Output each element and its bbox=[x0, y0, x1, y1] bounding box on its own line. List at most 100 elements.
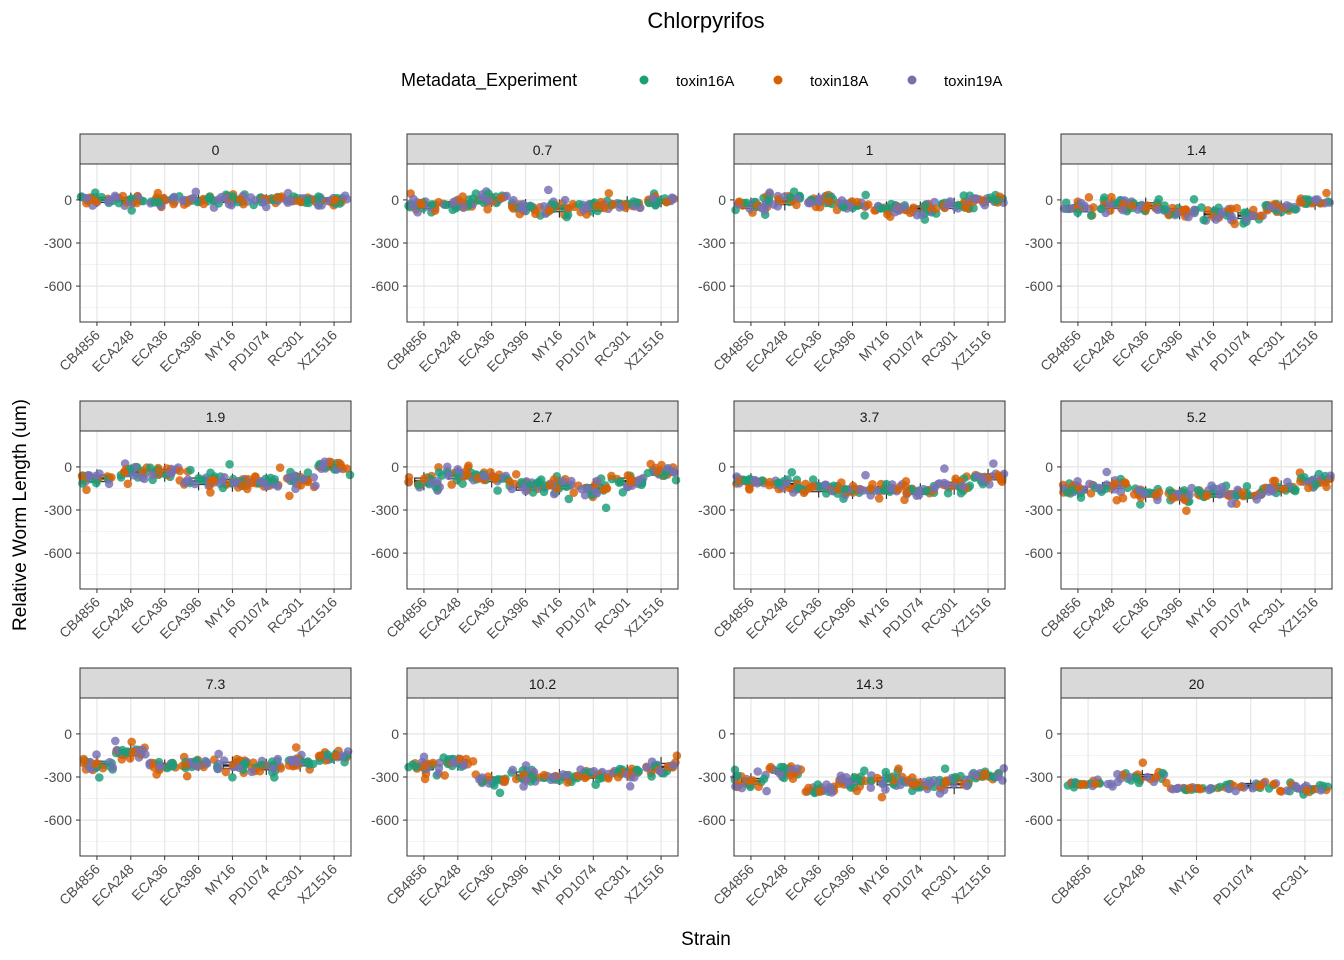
data-point-toxin19A bbox=[999, 764, 1009, 773]
data-point-toxin18A bbox=[894, 764, 903, 773]
data-point-toxin19A bbox=[286, 197, 296, 206]
data-point-toxin16A bbox=[1311, 480, 1320, 489]
data-point-toxin19A bbox=[217, 476, 227, 486]
data-point-toxin16A bbox=[550, 200, 560, 210]
data-point-toxin18A bbox=[1076, 780, 1086, 790]
legend-marker-toxin16A bbox=[639, 75, 649, 85]
data-point-toxin19A bbox=[311, 481, 320, 491]
y-tick-label: -300 bbox=[1025, 235, 1053, 251]
data-point-toxin18A bbox=[232, 754, 242, 764]
data-point-toxin16A bbox=[733, 771, 742, 780]
y-axis-label: Relative Worm Length (um) bbox=[10, 399, 31, 631]
data-point-toxin18A bbox=[458, 192, 468, 201]
data-point-toxin18A bbox=[82, 485, 91, 495]
data-point-toxin19A bbox=[1190, 205, 1199, 215]
data-point-toxin18A bbox=[873, 773, 882, 783]
facet-strip-label: 2.7 bbox=[533, 409, 553, 425]
facet-strip bbox=[406, 400, 679, 432]
data-point-toxin19A bbox=[592, 476, 602, 486]
data-point-toxin19A bbox=[234, 763, 244, 772]
data-point-toxin19A bbox=[247, 767, 256, 777]
y-tick-label: 0 bbox=[1045, 726, 1053, 742]
data-point-toxin16A bbox=[759, 774, 769, 784]
data-point-toxin16A bbox=[992, 196, 1002, 205]
data-point-toxin19A bbox=[893, 202, 902, 212]
data-point-toxin19A bbox=[655, 766, 665, 776]
data-point-toxin18A bbox=[440, 771, 450, 780]
data-point-toxin19A bbox=[1248, 211, 1258, 220]
data-point-toxin19A bbox=[979, 476, 988, 486]
y-tick-label: -600 bbox=[371, 545, 399, 561]
data-point-toxin19A bbox=[409, 194, 418, 204]
data-point-toxin16A bbox=[92, 478, 101, 488]
y-tick-label: -300 bbox=[371, 235, 399, 251]
data-point-toxin16A bbox=[779, 762, 788, 772]
data-point-toxin19A bbox=[1118, 205, 1127, 215]
data-point-toxin16A bbox=[1290, 205, 1300, 214]
y-tick-label: -300 bbox=[44, 769, 72, 785]
y-tick-label: 0 bbox=[391, 459, 399, 475]
data-point-toxin16A bbox=[920, 201, 930, 210]
data-point-toxin18A bbox=[754, 782, 763, 791]
data-point-toxin16A bbox=[439, 753, 449, 762]
data-point-toxin18A bbox=[491, 473, 501, 483]
data-point-toxin18A bbox=[564, 203, 573, 213]
y-tick-label: -600 bbox=[371, 812, 399, 828]
data-point-toxin18A bbox=[132, 198, 141, 208]
data-point-toxin19A bbox=[1094, 483, 1104, 493]
data-point-toxin16A bbox=[594, 774, 604, 784]
facet-strip-label: 7.3 bbox=[206, 676, 226, 692]
data-point-toxin18A bbox=[285, 491, 294, 501]
data-point-toxin18A bbox=[181, 760, 190, 770]
data-point-toxin16A bbox=[883, 774, 893, 783]
data-point-toxin18A bbox=[825, 197, 834, 206]
data-point-toxin19A bbox=[1265, 483, 1275, 493]
data-point-toxin19A bbox=[962, 781, 972, 791]
facet-panel-2.7: 2.70-300-600CB4856ECA248ECA36ECA396MY16P… bbox=[371, 400, 681, 642]
data-point-toxin16A bbox=[186, 465, 195, 475]
data-point-toxin18A bbox=[657, 460, 666, 470]
facet-panel-5.2: 5.20-300-600CB4856ECA248ECA36ECA396MY16P… bbox=[1025, 400, 1335, 642]
data-point-toxin18A bbox=[626, 476, 635, 486]
data-point-toxin18A bbox=[404, 477, 413, 487]
data-point-toxin19A bbox=[213, 764, 223, 774]
data-point-toxin19A bbox=[579, 205, 588, 215]
data-point-toxin19A bbox=[188, 194, 197, 203]
facet-strip-label: 1 bbox=[866, 142, 874, 158]
data-point-toxin18A bbox=[255, 766, 265, 776]
data-point-toxin19A bbox=[1125, 772, 1134, 782]
data-point-toxin19A bbox=[591, 488, 601, 497]
data-point-toxin18A bbox=[77, 471, 87, 481]
data-point-toxin19A bbox=[930, 197, 939, 207]
y-tick-label: 0 bbox=[1045, 459, 1053, 475]
data-point-toxin16A bbox=[601, 503, 611, 513]
data-point-toxin18A bbox=[169, 199, 178, 209]
data-point-toxin18A bbox=[1202, 491, 1212, 501]
data-point-toxin19A bbox=[663, 463, 673, 473]
facet-strip-label: 0.7 bbox=[533, 142, 553, 158]
data-point-toxin18A bbox=[799, 488, 809, 498]
facet-strip-label: 10.2 bbox=[529, 676, 556, 692]
data-point-toxin16A bbox=[940, 764, 950, 773]
data-point-toxin19A bbox=[85, 471, 94, 480]
data-point-toxin16A bbox=[860, 766, 869, 775]
data-point-toxin19A bbox=[942, 480, 952, 489]
data-point-toxin19A bbox=[935, 789, 945, 798]
x-axis-label: Strain bbox=[681, 929, 731, 950]
data-point-toxin16A bbox=[877, 204, 887, 213]
facet-panels: 00-300-600CB4856ECA248ECA36ECA396MY16PD1… bbox=[44, 133, 1335, 909]
data-point-toxin18A bbox=[1120, 478, 1130, 487]
data-point-toxin19A bbox=[299, 474, 308, 484]
data-point-toxin18A bbox=[1322, 188, 1331, 198]
data-point-toxin19A bbox=[1313, 195, 1322, 204]
data-point-toxin18A bbox=[569, 488, 578, 498]
y-tick-label: -300 bbox=[1025, 502, 1053, 518]
data-point-toxin16A bbox=[168, 761, 178, 771]
data-point-toxin19A bbox=[1073, 477, 1082, 486]
data-point-toxin19A bbox=[156, 761, 165, 771]
data-point-toxin19A bbox=[753, 767, 762, 776]
data-point-toxin19A bbox=[444, 471, 454, 481]
data-point-toxin18A bbox=[331, 751, 341, 761]
data-point-toxin18A bbox=[1297, 198, 1307, 207]
